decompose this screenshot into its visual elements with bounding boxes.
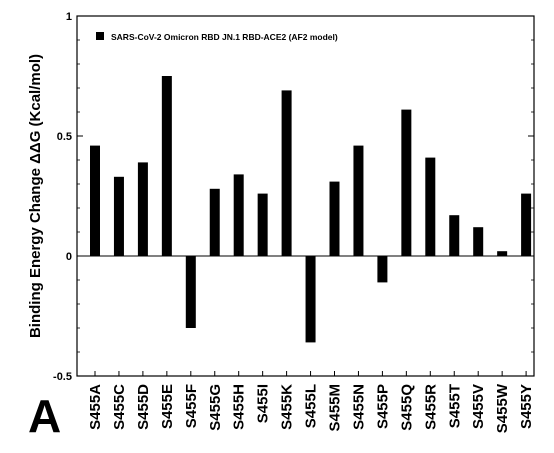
x-tick-label: S455T (446, 384, 463, 428)
x-tick-label: S455Y (518, 384, 535, 429)
x-tick-label: S455L (303, 384, 320, 428)
bar-s455i (257, 193, 268, 256)
bar-s455f (185, 256, 196, 328)
bar-s455w (497, 251, 508, 256)
x-tick-label: S455W (494, 383, 511, 433)
x-tick-label: S455Q (398, 384, 415, 431)
bar-s455g (209, 188, 220, 256)
y-tick-label: 0 (66, 251, 72, 263)
y-tick-label: -0.5 (53, 371, 72, 383)
x-tick-label: S455P (374, 384, 391, 429)
x-tick-label: S455F (183, 384, 200, 428)
legend-label: SARS-CoV-2 Omicron RBD JN.1 RBD-ACE2 (AF… (111, 32, 338, 42)
x-tick-label: S455V (470, 384, 487, 429)
x-tick-label: S455E (159, 384, 176, 429)
bar-s455y (521, 193, 532, 256)
x-tick-label: S455H (231, 384, 248, 430)
y-axis: -0.5 0 0.5 1 (53, 11, 534, 383)
x-axis-labels: S455A S455C S455D S455E S455F S455G S455H S455I… (87, 371, 535, 433)
bar-s455l (305, 256, 316, 343)
x-tick-label: S455N (350, 384, 367, 430)
bar-s455d (137, 162, 148, 256)
x-tick-label: S455G (207, 384, 224, 431)
bar-s455k (281, 90, 292, 257)
bars (90, 76, 532, 343)
bar-s455c (113, 176, 124, 256)
bar-s455q (401, 109, 412, 256)
x-tick-label: S455A (87, 384, 104, 430)
legend-swatch (96, 32, 104, 40)
x-tick-label: S455D (135, 384, 152, 430)
x-tick-label: S455K (279, 384, 296, 430)
bar-s455n (353, 145, 364, 256)
x-tick-label: S455R (422, 384, 439, 430)
plot-frame (76, 15, 535, 377)
y-tick-label: 0.5 (57, 131, 72, 143)
bar-s455m (329, 181, 340, 256)
panel-letter: A (28, 390, 61, 442)
bar-s455p (377, 256, 388, 283)
y-tick-label: 1 (66, 11, 72, 23)
legend: SARS-CoV-2 Omicron RBD JN.1 RBD-ACE2 (AF… (96, 32, 338, 42)
bar-s455t (449, 215, 460, 256)
bar-s455r (425, 157, 436, 256)
bar-s455v (473, 227, 484, 256)
bar-s455e (161, 76, 172, 256)
x-tick-label: S455C (111, 384, 128, 430)
x-tick-label: S455M (327, 384, 344, 432)
bar-s455a (90, 145, 100, 256)
y-axis-title: Binding Energy Change ΔΔG (Kcal/mol) (27, 54, 44, 338)
bar-s455h (233, 174, 244, 256)
x-tick-label: S455I (255, 384, 272, 423)
